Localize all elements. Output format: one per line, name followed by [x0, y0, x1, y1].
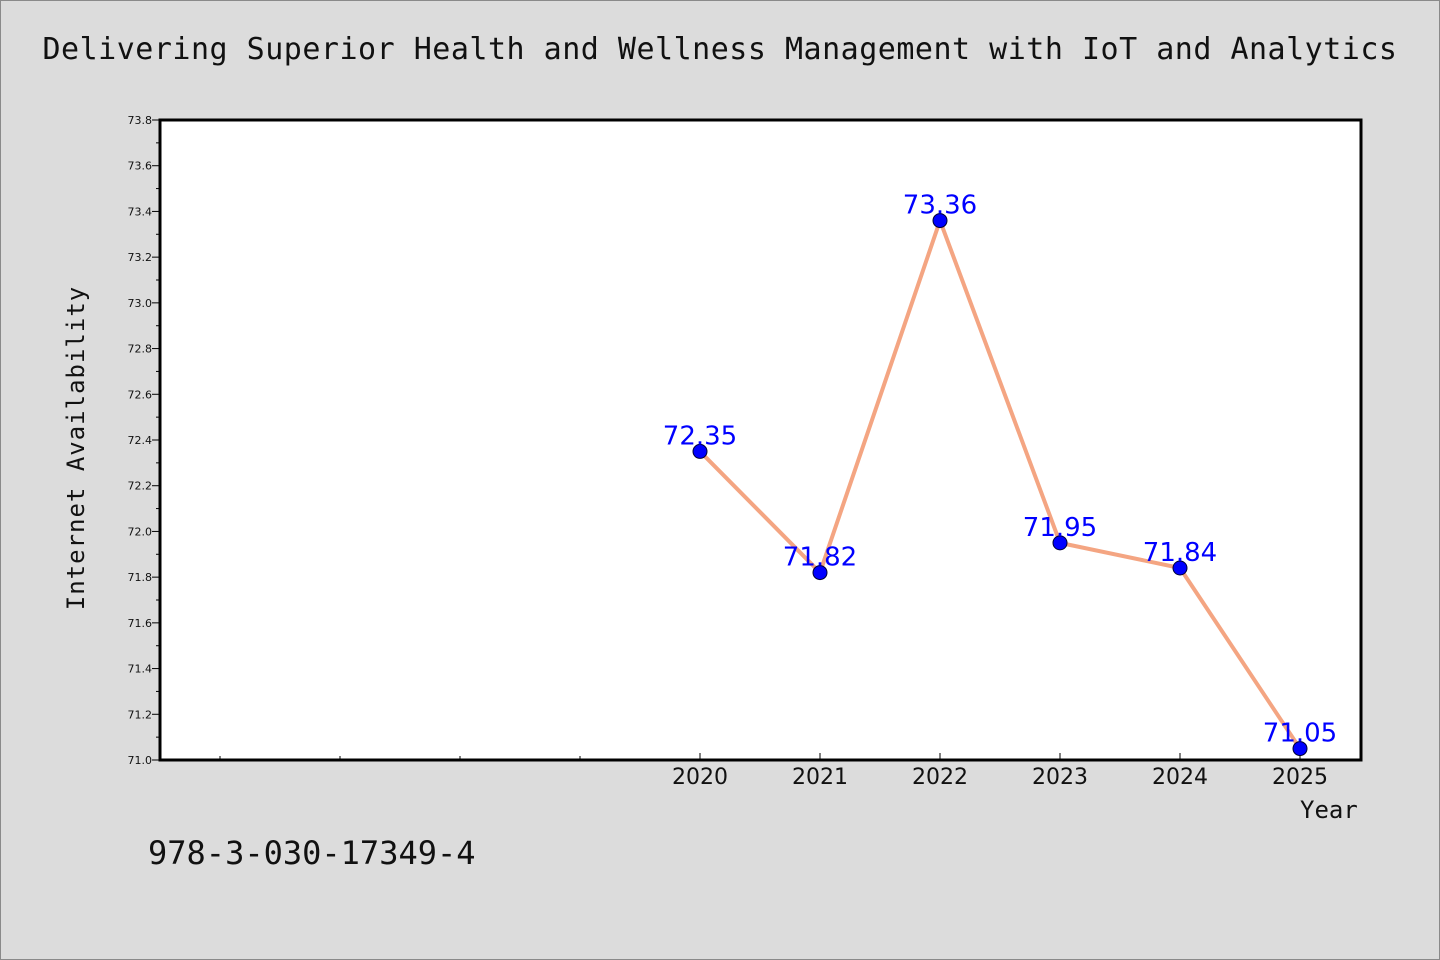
data-label: 71.82 [783, 543, 857, 573]
data-label: 72.35 [663, 421, 737, 451]
plot-area [158, 118, 1363, 762]
y-tick-label: 71.4 [128, 663, 153, 676]
data-label: 71.84 [1143, 538, 1217, 568]
isbn-text: 978-3-030-17349-4 [148, 834, 476, 872]
y-tick-label: 72.6 [128, 388, 153, 401]
x-tick-label: 2021 [792, 765, 848, 790]
x-tick-label: 2020 [672, 765, 728, 790]
data-point [932, 213, 948, 229]
y-tick-label: 73.6 [128, 160, 153, 173]
data-label: 71.05 [1263, 719, 1337, 749]
x-tick-label: 2025 [1272, 765, 1328, 790]
y-tick-label: 73.4 [128, 205, 153, 218]
data-point [1172, 560, 1188, 576]
y-tick-label: 72.0 [128, 525, 153, 538]
series-line [698, 218, 1302, 750]
y-tick-label: 72.2 [128, 480, 153, 493]
data-point [1292, 741, 1308, 757]
y-tick-label: 72.4 [128, 434, 153, 447]
data-label: 71.95 [1023, 513, 1097, 543]
y-tick-label: 71.0 [128, 754, 153, 767]
x-axis-label: Year [1300, 796, 1358, 824]
x-tick-label: 2023 [1032, 765, 1088, 790]
x-tick-label: 2024 [1152, 765, 1208, 790]
data-point [1052, 535, 1068, 551]
y-tick-label: 71.2 [128, 708, 153, 721]
y-tick-label: 73.0 [128, 297, 153, 310]
data-point [812, 565, 828, 581]
y-tick-label: 72.8 [128, 343, 153, 356]
y-tick-label: 73.8 [128, 114, 153, 127]
data-label: 73.36 [903, 191, 977, 221]
x-tick-label: 2022 [912, 765, 968, 790]
y-tick-label: 71.8 [128, 571, 153, 584]
chart-title: Delivering Superior Health and Wellness … [42, 32, 1398, 67]
y-tick-label: 71.6 [128, 617, 153, 630]
y-axis-label: Internet Availability [62, 285, 90, 611]
data-point [692, 443, 708, 459]
y-tick-label: 73.2 [128, 251, 153, 264]
